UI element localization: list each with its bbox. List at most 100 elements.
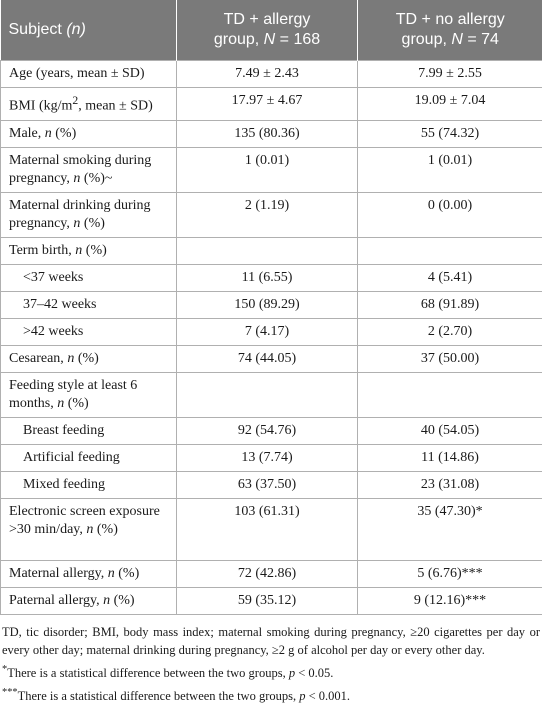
header-group2-line1: TD + no allergy xyxy=(396,11,505,28)
label-tail: (%) xyxy=(64,396,89,411)
label-tail: (%) xyxy=(80,216,105,231)
group2-value: 2 (2.70) xyxy=(358,318,542,345)
footnote-single-star: *There is a statistical difference betwe… xyxy=(2,661,540,682)
table-row: Male, n (%) 135 (80.36) 55 (74.32) xyxy=(1,120,542,147)
header-group1-line1: TD + allergy xyxy=(224,11,311,28)
row-label: Age (years, mean ± SD) xyxy=(1,61,177,88)
row-label: Male, n (%) xyxy=(1,120,177,147)
header-subject: Subject (n) xyxy=(1,0,177,61)
label-text: Maternal allergy, xyxy=(9,566,108,581)
header-group1-line2-prefix: group, xyxy=(214,31,264,48)
demographics-table: Subject (n) TD + allergy group, N = 168 … xyxy=(0,0,542,615)
header-subject-label: Subject xyxy=(9,21,62,38)
label-tail: (%) xyxy=(52,126,77,141)
row-label: Mixed feeding xyxy=(1,471,177,498)
group2-value: 0 (0.00) xyxy=(358,192,542,237)
row-label: BMI (kg/m2, mean ± SD) xyxy=(1,88,177,121)
group2-value: 7.99 ± 2.55 xyxy=(358,61,542,88)
table-row: Cesarean, n (%) 74 (44.05) 37 (50.00) xyxy=(1,345,542,372)
label-n: n xyxy=(45,126,52,141)
table-row: Artificial feeding 13 (7.74) 11 (14.86) xyxy=(1,444,542,471)
row-label: Breast feeding xyxy=(1,417,177,444)
header-group1-n-value: = 168 xyxy=(275,31,320,48)
group2-value xyxy=(358,237,542,264)
table-row: <37 weeks 11 (6.55) 4 (5.41) xyxy=(1,264,542,291)
label-text: Paternal allergy, xyxy=(9,593,103,608)
table-footnotes: TD, tic disorder; BMI, body mass index; … xyxy=(0,615,540,705)
group1-value xyxy=(177,237,358,264)
label-tail: (%) xyxy=(93,522,118,537)
table-row: Maternal drinking during pregnancy, n (%… xyxy=(1,192,542,237)
header-group1-n-symbol: N xyxy=(264,31,276,48)
footnote-star1-text-pre: There is a statistical difference betwee… xyxy=(7,666,289,680)
table-row: Feeding style at least 6 months, n (%) xyxy=(1,372,542,417)
label-tail: (%)~ xyxy=(80,171,112,186)
label-tail: (%) xyxy=(110,593,135,608)
table-row: Electronic screen exposure >30 min/day, … xyxy=(1,498,542,560)
row-label: Paternal allergy, n (%) xyxy=(1,587,177,614)
row-label: Maternal smoking during pregnancy, n (%)… xyxy=(1,147,177,192)
label-text: Cesarean, xyxy=(9,351,67,366)
table-row: Mixed feeding 63 (37.50) 23 (31.08) xyxy=(1,471,542,498)
footnote-star3-text-post: < 0.001. xyxy=(305,689,350,703)
table-row: Breast feeding 92 (54.76) 40 (54.05) xyxy=(1,417,542,444)
row-label: 37–42 weeks xyxy=(1,291,177,318)
label-tail: (%) xyxy=(82,243,107,258)
group2-value: 11 (14.86) xyxy=(358,444,542,471)
group1-value: 11 (6.55) xyxy=(177,264,358,291)
group2-value: 35 (47.30)* xyxy=(358,498,542,560)
header-group2-n-value: = 74 xyxy=(463,31,499,48)
label-pre: BMI (kg/m xyxy=(9,99,72,114)
footnote-abbreviations: TD, tic disorder; BMI, body mass index; … xyxy=(2,623,540,659)
header-group2-line2-prefix: group, xyxy=(402,31,452,48)
table-row: Maternal allergy, n (%) 72 (42.86) 5 (6.… xyxy=(1,560,542,587)
label-tail: (%) xyxy=(115,566,140,581)
group2-value xyxy=(358,372,542,417)
footnote-triple-star: ***There is a statistical difference bet… xyxy=(2,684,540,705)
table-row: Maternal smoking during pregnancy, n (%)… xyxy=(1,147,542,192)
group1-value: 7.49 ± 2.43 xyxy=(177,61,358,88)
label-post: , mean ± SD) xyxy=(78,99,153,114)
group1-value: 72 (42.86) xyxy=(177,560,358,587)
header-group2: TD + no allergy group, N = 74 xyxy=(358,0,542,61)
label-text: Term birth, xyxy=(9,243,75,258)
group2-value: 5 (6.76)*** xyxy=(358,560,542,587)
group2-value: 55 (74.32) xyxy=(358,120,542,147)
header-group1: TD + allergy group, N = 168 xyxy=(177,0,358,61)
group2-value: 68 (91.89) xyxy=(358,291,542,318)
table-row: Paternal allergy, n (%) 59 (35.12) 9 (12… xyxy=(1,587,542,614)
table-row: BMI (kg/m2, mean ± SD) 17.97 ± 4.67 19.0… xyxy=(1,88,542,121)
group1-value: 103 (61.31) xyxy=(177,498,358,560)
label-text: Electronic screen exposure >30 min/day, xyxy=(9,504,160,537)
group1-value: 17.97 ± 4.67 xyxy=(177,88,358,121)
label-n: n xyxy=(108,566,115,581)
group2-value: 23 (31.08) xyxy=(358,471,542,498)
table-row: Term birth, n (%) xyxy=(1,237,542,264)
footnote-star3-mark: *** xyxy=(2,687,18,698)
table-header-row: Subject (n) TD + allergy group, N = 168 … xyxy=(1,0,542,61)
group1-value: 1 (0.01) xyxy=(177,147,358,192)
row-label: Feeding style at least 6 months, n (%) xyxy=(1,372,177,417)
table-row: Age (years, mean ± SD) 7.49 ± 2.43 7.99 … xyxy=(1,61,542,88)
row-label: Term birth, n (%) xyxy=(1,237,177,264)
group2-value: 19.09 ± 7.04 xyxy=(358,88,542,121)
header-group2-n-symbol: N xyxy=(451,31,463,48)
group1-value: 135 (80.36) xyxy=(177,120,358,147)
group1-value xyxy=(177,372,358,417)
row-label: >42 weeks xyxy=(1,318,177,345)
row-label: <37 weeks xyxy=(1,264,177,291)
row-label: Artificial feeding xyxy=(1,444,177,471)
group1-value: 63 (37.50) xyxy=(177,471,358,498)
group2-value: 1 (0.01) xyxy=(358,147,542,192)
group2-value: 37 (50.00) xyxy=(358,345,542,372)
row-label: Maternal drinking during pregnancy, n (%… xyxy=(1,192,177,237)
footnote-star1-text-post: < 0.05. xyxy=(295,666,333,680)
table-row: 37–42 weeks 150 (89.29) 68 (91.89) xyxy=(1,291,542,318)
row-label: Maternal allergy, n (%) xyxy=(1,560,177,587)
group1-value: 74 (44.05) xyxy=(177,345,358,372)
group2-value: 4 (5.41) xyxy=(358,264,542,291)
header-n-label: (n) xyxy=(66,21,86,38)
group2-value: 40 (54.05) xyxy=(358,417,542,444)
table-row: >42 weeks 7 (4.17) 2 (2.70) xyxy=(1,318,542,345)
group2-value: 9 (12.16)*** xyxy=(358,587,542,614)
